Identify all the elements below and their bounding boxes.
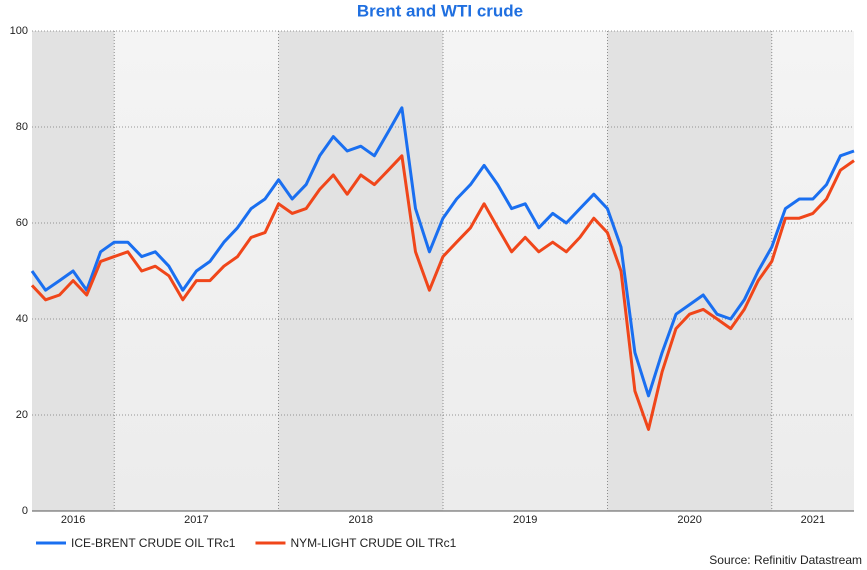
y-tick-label: 0 (22, 505, 28, 517)
y-tick-label: 80 (16, 121, 28, 133)
legend-label: ICE-BRENT CRUDE OIL TRc1 (71, 536, 236, 550)
x-tick-label: 2018 (349, 514, 373, 526)
y-tick-label: 100 (10, 25, 28, 37)
x-tick-label: 2017 (184, 514, 208, 526)
y-tick-label: 60 (16, 217, 28, 229)
x-tick-label: 2021 (801, 514, 825, 526)
y-tick-label: 40 (16, 313, 28, 325)
year-band (607, 31, 772, 511)
legend-label: NYM-LIGHT CRUDE OIL TRc1 (290, 536, 456, 550)
year-band (278, 31, 443, 511)
y-tick-label: 20 (16, 409, 28, 421)
x-tick-label: 2016 (61, 514, 85, 526)
source: Source: Refinitiv Datastream (709, 553, 862, 567)
chart-title: Brent and WTI crude (357, 1, 523, 20)
x-tick-label: 2019 (513, 514, 537, 526)
x-tick-label: 2020 (677, 514, 701, 526)
data-line (30, 154, 855, 431)
data-line (30, 106, 855, 398)
